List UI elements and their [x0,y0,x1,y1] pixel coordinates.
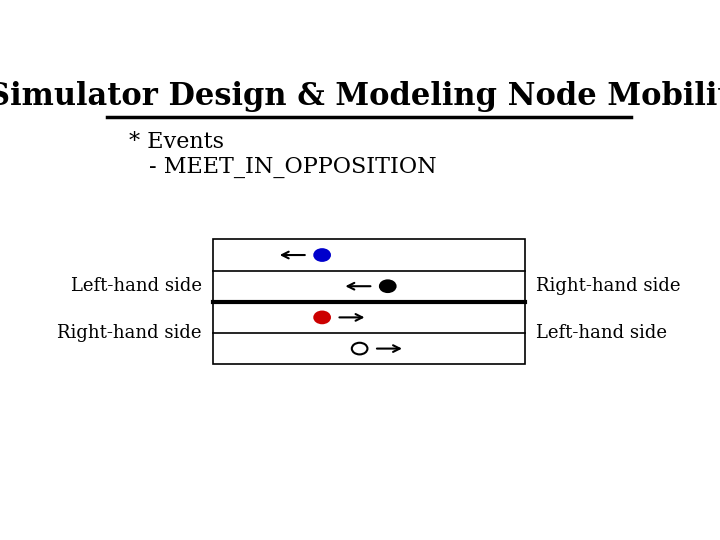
Text: - MEET_IN_OPPOSITION: - MEET_IN_OPPOSITION [148,156,436,178]
Text: Simulator Design & Modeling Node Mobility: Simulator Design & Modeling Node Mobilit… [0,82,720,112]
Text: Right-hand side: Right-hand side [536,277,681,295]
Circle shape [352,343,367,354]
Bar [213,239,526,364]
Circle shape [315,249,330,261]
Text: Left-hand side: Left-hand side [71,277,202,295]
Text: * Events: * Events [129,131,224,153]
Circle shape [315,312,330,323]
Text: Right-hand side: Right-hand side [57,324,202,342]
Circle shape [380,280,395,292]
Text: Left-hand side: Left-hand side [536,324,667,342]
